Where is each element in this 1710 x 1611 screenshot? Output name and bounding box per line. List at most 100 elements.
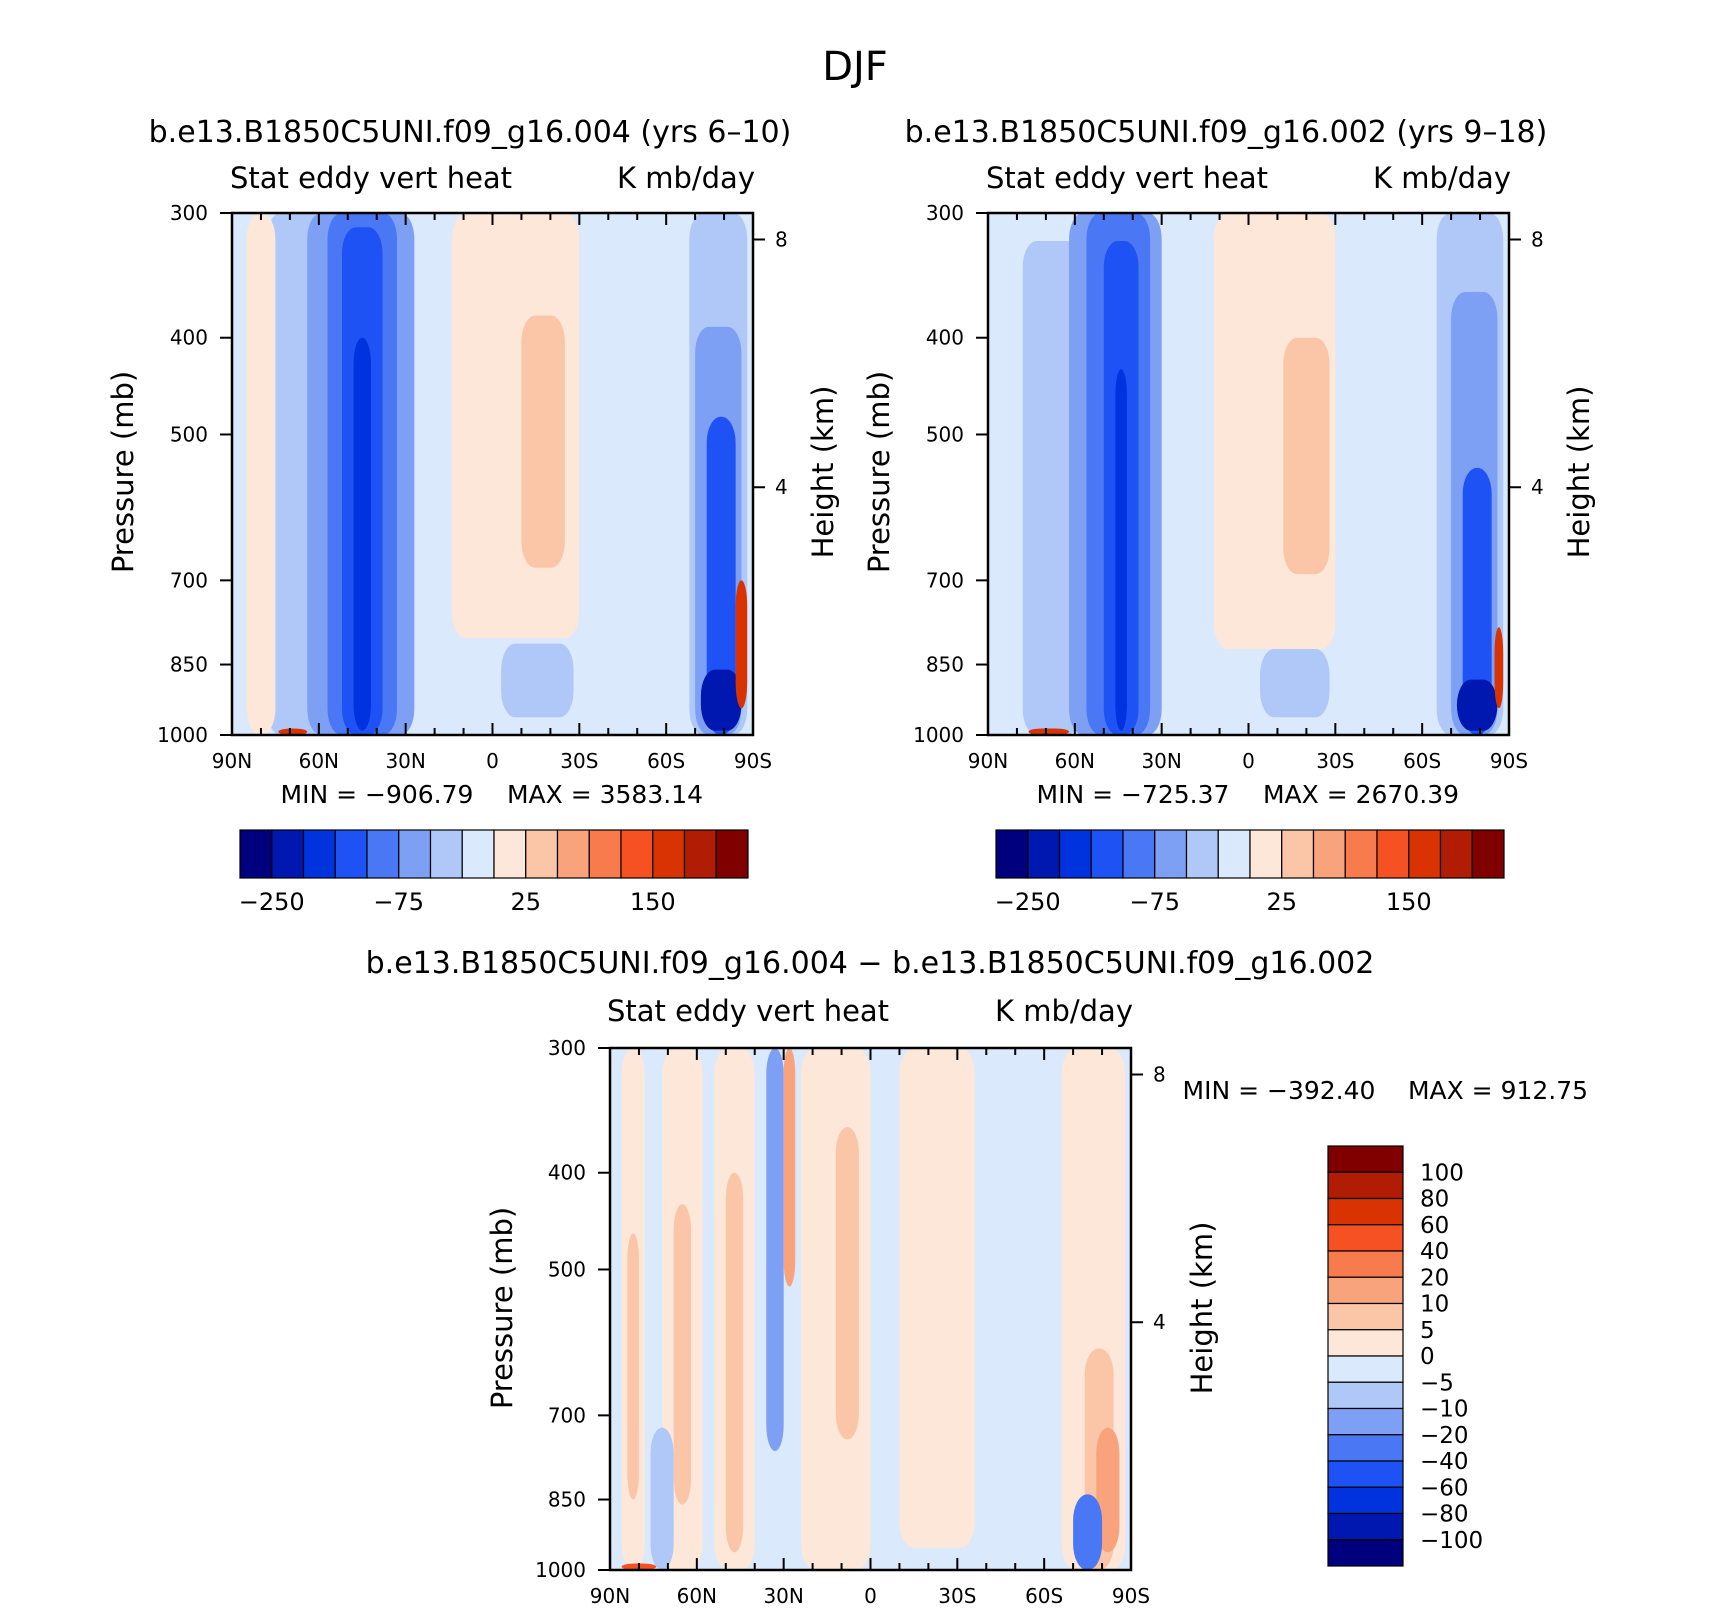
x-tick-label: 90S — [1490, 749, 1528, 773]
colorbar-box — [271, 829, 305, 879]
panel-2-title: b.e13.B1850C5UNI.f09_g16.002 (yrs 9–18) — [905, 115, 1548, 150]
colorbar-box — [1249, 829, 1283, 879]
colorbar-box — [1327, 1434, 1404, 1462]
x-tick-label: 90S — [734, 749, 772, 773]
colorbar-box — [620, 829, 654, 879]
contour-region — [1494, 627, 1504, 709]
panel-2-ylabel: Pressure (mb) — [862, 371, 896, 573]
panel-3-ylabel-right: Height (km) — [1185, 1222, 1219, 1395]
colorbar-box — [995, 829, 1029, 879]
x-tick-label: 60N — [299, 749, 339, 773]
contour-region — [673, 1204, 692, 1505]
colorbar-label: 5 — [1420, 1318, 1435, 1344]
x-tick-label: 30N — [1141, 749, 1181, 773]
colorbar-box — [1439, 829, 1473, 879]
colorbar-box — [1327, 1329, 1404, 1357]
contour-region — [246, 213, 276, 735]
y-tick-label: 1000 — [913, 723, 964, 747]
colorbar-label: −40 — [1420, 1449, 1469, 1475]
colorbar-label: 150 — [630, 888, 676, 916]
panel-3-ylabel: Pressure (mb) — [485, 1207, 519, 1409]
x-tick-label: 90N — [212, 749, 252, 773]
contour-region — [1028, 728, 1070, 735]
contour-region — [278, 728, 308, 735]
colorbar-label: −250 — [239, 888, 305, 916]
colorbar-box — [683, 829, 717, 879]
colorbar-label: −100 — [1420, 1528, 1483, 1554]
colorbar-label: −75 — [373, 888, 424, 916]
panel-1-max: MAX = 3583.14 — [507, 780, 703, 809]
y-tick-label: 500 — [170, 422, 208, 446]
panel-2-max: MAX = 2670.39 — [1263, 780, 1459, 809]
colorbar-box — [652, 829, 686, 879]
colorbar-box — [1376, 829, 1410, 879]
colorbar-box — [493, 829, 527, 879]
colorbar-label: 150 — [1386, 888, 1432, 916]
contour-region — [725, 1172, 744, 1553]
colorbar-box — [1344, 829, 1378, 879]
colorbar-label: −75 — [1129, 888, 1180, 916]
colorbar-box — [1327, 1224, 1404, 1252]
panel-3-plot: 90N 60N 30N 0 30S 60S 90S 300 400 500 700 850 1000 8 4 — [535, 1036, 1166, 1608]
panel-3-max: MAX = 912.75 — [1408, 1076, 1588, 1105]
colorbar-label: 60 — [1420, 1213, 1449, 1239]
colorbar-label: −250 — [995, 888, 1061, 916]
y-tick-label: 400 — [170, 326, 208, 350]
panel-2-left-label: Stat eddy vert heat — [986, 161, 1268, 195]
panel-2-plot: 90N 60N 30N 0 30S 60S 90S 300 400 500 700 850 1000 8 4 — [913, 201, 1544, 773]
colorbar-box — [1327, 1539, 1404, 1567]
figure-title: DJF — [822, 44, 888, 90]
x-tick-label: 30N — [763, 1584, 803, 1608]
colorbar-label: −80 — [1420, 1502, 1469, 1528]
contour-region — [1260, 648, 1330, 718]
colorbar-label: −60 — [1420, 1475, 1469, 1501]
panel-2-right-label: K mb/day — [1373, 161, 1511, 195]
colorbar-label: 40 — [1420, 1239, 1449, 1265]
panel-1-ylabel-right: Height (km) — [806, 386, 840, 559]
x-tick-label: 60N — [677, 1584, 717, 1608]
colorbar-box — [588, 829, 622, 879]
contour-region — [706, 416, 736, 735]
contour-region — [766, 1048, 784, 1452]
panel-1-min: MIN = −906.79 — [281, 780, 474, 809]
colorbar-box — [398, 829, 432, 879]
height-tick-label: 8 — [1153, 1062, 1166, 1086]
contour-region — [353, 337, 371, 731]
colorbar-label: 100 — [1420, 1160, 1464, 1186]
y-tick-label: 850 — [548, 1488, 586, 1512]
colorbar-box — [1327, 1145, 1404, 1173]
colorbar-box — [1327, 1512, 1404, 1541]
contour-region — [735, 580, 748, 709]
y-tick-label: 500 — [548, 1257, 586, 1281]
x-tick-label: 60S — [1025, 1584, 1063, 1608]
height-tick-label: 8 — [775, 227, 788, 251]
y-tick-label: 500 — [926, 422, 964, 446]
colorbar-label: −20 — [1420, 1423, 1469, 1449]
colorbar-box — [334, 829, 368, 879]
colorbar-box — [1327, 1355, 1404, 1383]
y-tick-label: 700 — [926, 568, 964, 592]
colorbar-box — [1122, 829, 1156, 879]
colorbar-box — [1408, 829, 1442, 879]
colorbar-box — [525, 829, 559, 879]
colorbar-box — [1154, 829, 1188, 879]
panel-3-left-label: Stat eddy vert heat — [607, 994, 889, 1028]
panel-1-plot: 90N 60N 30N 0 30S 60S 90S 300 400 500 700 850 1000 8 4 — [157, 201, 788, 773]
y-tick-label: 300 — [170, 201, 208, 225]
y-tick-label: 1000 — [535, 1558, 586, 1582]
height-tick-label: 8 — [1531, 227, 1544, 251]
panel-1: b.e13.B1850C5UNI.f09_g16.004 (yrs 6–10) … — [106, 115, 840, 916]
x-tick-label: 60S — [1403, 749, 1441, 773]
colorbar-label: 10 — [1420, 1292, 1449, 1318]
colorbar-box — [1327, 1302, 1404, 1331]
panel-1-title: b.e13.B1850C5UNI.f09_g16.004 (yrs 6–10) — [149, 115, 792, 150]
colorbar-box — [1327, 1276, 1404, 1305]
x-tick-label: 30N — [385, 749, 425, 773]
contour-region — [1456, 679, 1498, 731]
y-tick-label: 400 — [926, 326, 964, 350]
y-tick-label: 700 — [170, 568, 208, 592]
colorbar-label: 25 — [510, 888, 541, 916]
contour-region — [783, 1048, 796, 1287]
contour-region — [835, 1127, 859, 1440]
